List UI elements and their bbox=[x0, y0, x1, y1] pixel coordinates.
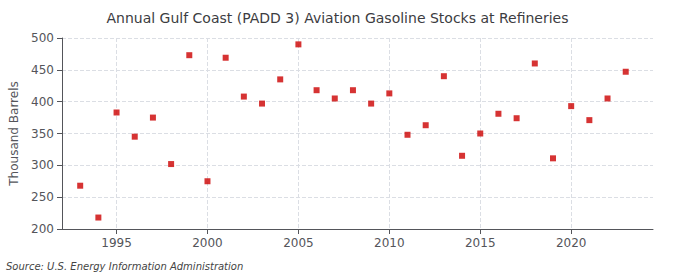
svg-text:1995: 1995 bbox=[101, 236, 132, 250]
svg-text:2010: 2010 bbox=[374, 236, 405, 250]
svg-text:Source: U.S. Energy Informatio: Source: U.S. Energy Information Administ… bbox=[6, 261, 243, 272]
svg-text:2000: 2000 bbox=[192, 236, 223, 250]
svg-text:2015: 2015 bbox=[465, 236, 496, 250]
svg-text:350: 350 bbox=[31, 127, 54, 141]
svg-text:450: 450 bbox=[31, 63, 54, 77]
svg-text:2005: 2005 bbox=[283, 236, 314, 250]
svg-text:300: 300 bbox=[31, 158, 54, 172]
svg-text:2020: 2020 bbox=[556, 236, 587, 250]
svg-text:250: 250 bbox=[31, 190, 54, 204]
svg-text:Annual Gulf Coast (PADD 3) Avi: Annual Gulf Coast (PADD 3) Aviation Gaso… bbox=[106, 10, 568, 26]
svg-text:400: 400 bbox=[31, 95, 54, 109]
svg-text:200: 200 bbox=[31, 222, 54, 236]
svg-text:Thousand Barrels: Thousand Barrels bbox=[7, 81, 21, 186]
svg-text:500: 500 bbox=[31, 31, 54, 45]
